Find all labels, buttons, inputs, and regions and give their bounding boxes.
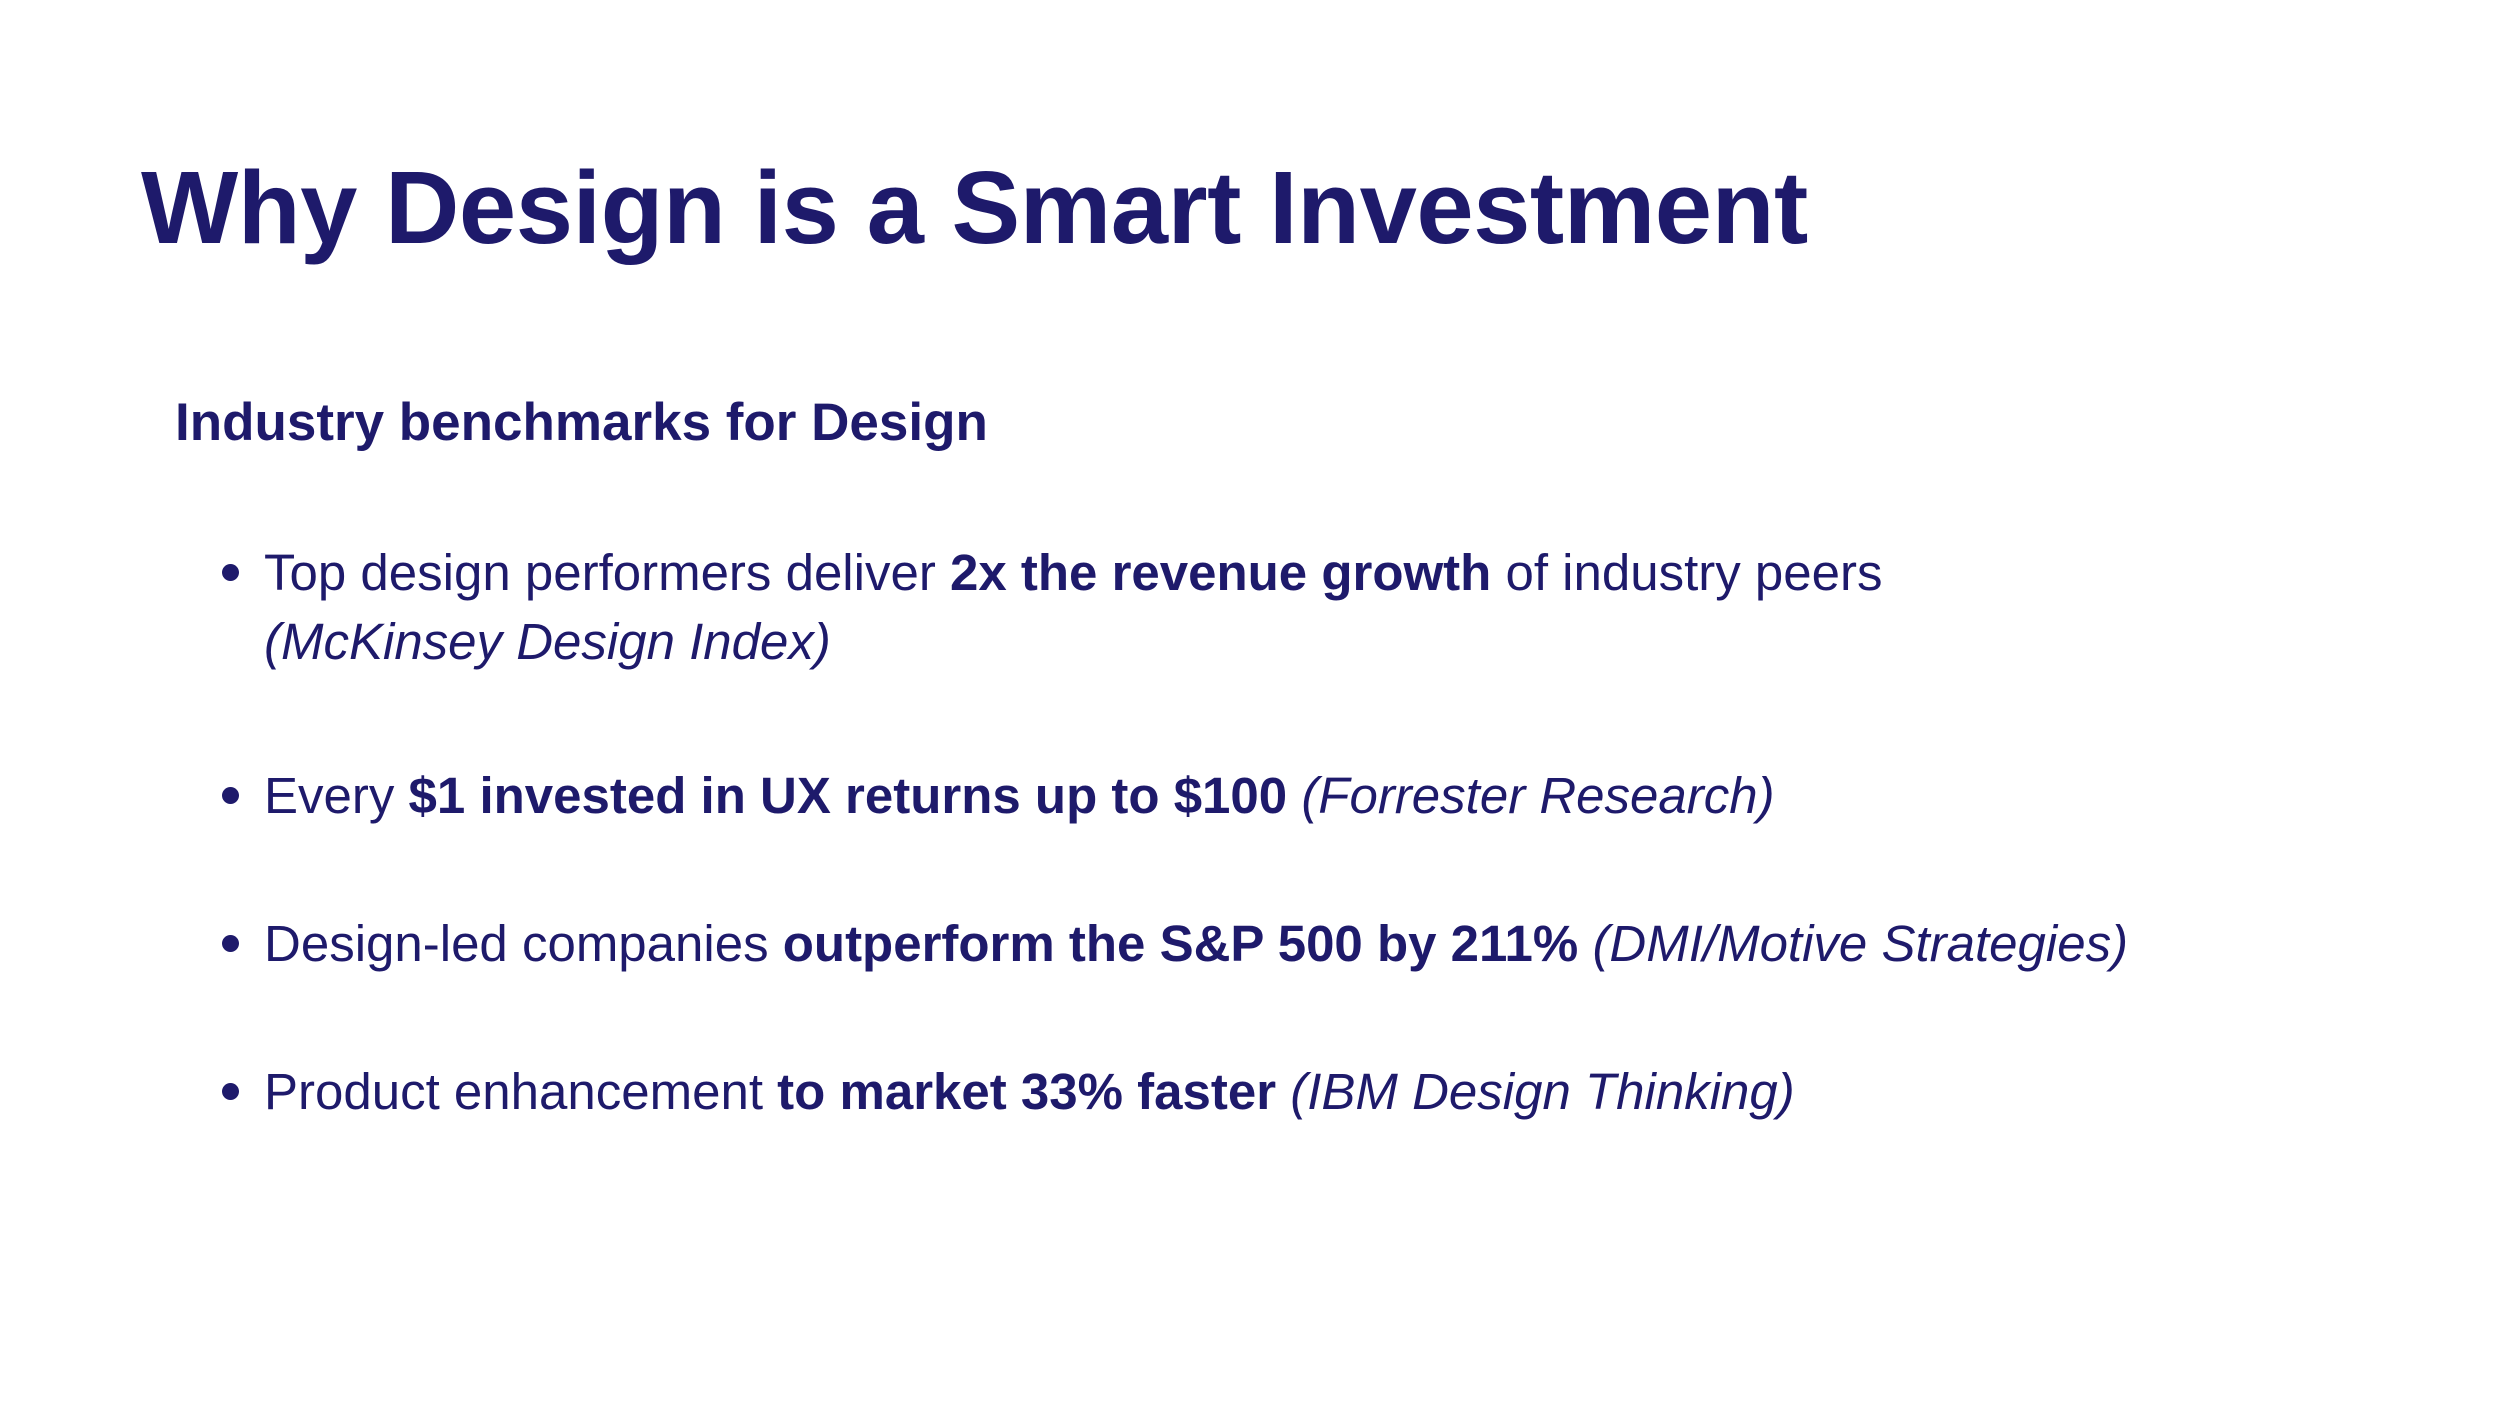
bullet-emphasis-text: to market 33% faster [777, 1063, 1277, 1120]
bullet-source: (McKinsey Design Index) [264, 613, 831, 670]
bullet-line: Design-led companies outperform the S&P … [264, 909, 2128, 978]
bullet-trail-text [1287, 767, 1301, 824]
bullet-emphasis-text: $1 invested in UX returns up to $100 [408, 767, 1288, 824]
bullet-dot-icon [222, 1083, 239, 1100]
bullet-source: (DMI/Motive Strategies) [1592, 915, 2129, 972]
bullet-line: Product enhancement to market 33% faster… [264, 1057, 1795, 1126]
bullet-lead-text: Top design performers deliver [264, 544, 950, 601]
bullet-source: (IBM Design Thinking) [1290, 1063, 1795, 1120]
bullet-lead-text: Product enhancement [264, 1063, 778, 1120]
list-item: Product enhancement to market 33% faster… [222, 1057, 1795, 1126]
bullet-dot-icon [222, 564, 239, 581]
bullet-lead-text: Design-led companies [264, 915, 783, 972]
bullet-emphasis-text: 2x the revenue growth [950, 544, 1492, 601]
bullet-emphasis-text: outperform the S&P 500 by 211% [782, 915, 1579, 972]
list-item: Design-led companies outperform the S&P … [222, 909, 2128, 978]
bullet-trail-text [1578, 915, 1592, 972]
list-item: Top design performers deliver 2x the rev… [222, 538, 1883, 676]
bullet-line: Every $1 invested in UX returns up to $1… [264, 761, 1775, 830]
bullet-line: Top design performers deliver 2x the rev… [264, 538, 1883, 607]
section-subheading: Industry benchmarks for Design [175, 393, 988, 452]
bullet-lead-text: Every [264, 767, 409, 824]
bullet-trail-text: of industry peers [1491, 544, 1883, 601]
bullet-trail-text [1276, 1063, 1290, 1120]
bullet-dot-icon [222, 787, 239, 804]
slide-title: Why Design is a Smart Investment [141, 150, 1808, 265]
list-item: Every $1 invested in UX returns up to $1… [222, 761, 1775, 830]
bullet-dot-icon [222, 935, 239, 952]
bullet-source: (Forrester Research) [1301, 767, 1775, 824]
